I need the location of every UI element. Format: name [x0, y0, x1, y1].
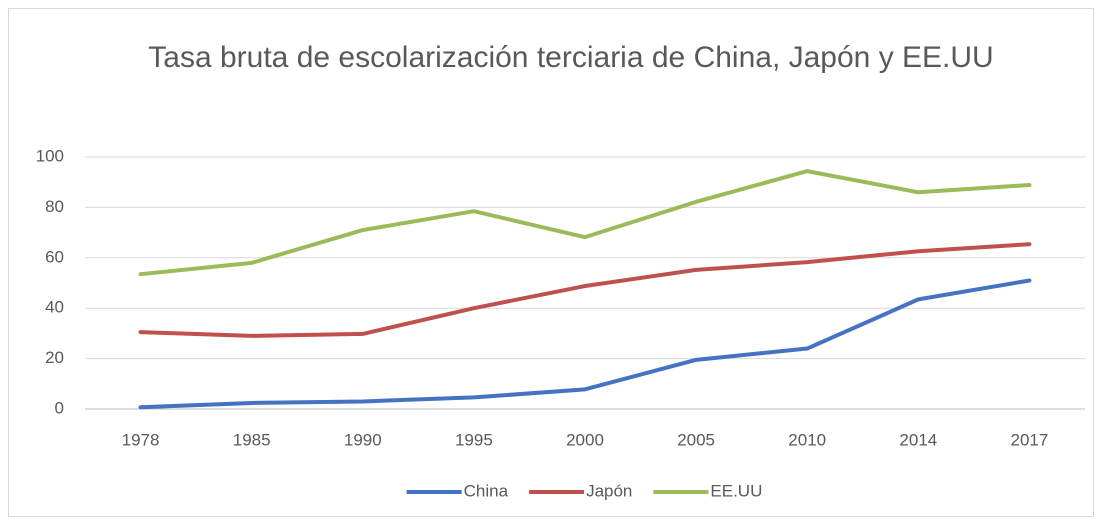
y-tick-label: 100 [36, 146, 64, 165]
legend-label: China [464, 481, 509, 500]
x-tick-label: 1985 [233, 430, 271, 449]
x-tick-label: 2010 [788, 430, 826, 449]
y-tick-label: 60 [45, 247, 64, 266]
series-line [138, 278, 1032, 410]
y-tick-label: 40 [45, 298, 64, 317]
chart-border [8, 8, 1094, 517]
y-tick-label: 80 [45, 197, 64, 216]
series-line [138, 242, 1032, 338]
legend-label: Japón [586, 481, 632, 500]
x-tick-label: 2005 [677, 430, 715, 449]
chart-title: Tasa bruta de escolarización terciaria d… [148, 41, 994, 74]
y-tick-label: 0 [55, 398, 64, 417]
x-tick-label: 2014 [899, 430, 937, 449]
x-tick-label: 1990 [344, 430, 382, 449]
x-tick-label: 2000 [566, 430, 604, 449]
x-tick-label: 1995 [455, 430, 493, 449]
series-line [138, 169, 1032, 277]
x-tick-label: 2017 [1011, 430, 1049, 449]
x-tick-label: 1978 [122, 430, 160, 449]
y-tick-label: 20 [45, 348, 64, 367]
legend-label: EE.UU [710, 481, 762, 500]
